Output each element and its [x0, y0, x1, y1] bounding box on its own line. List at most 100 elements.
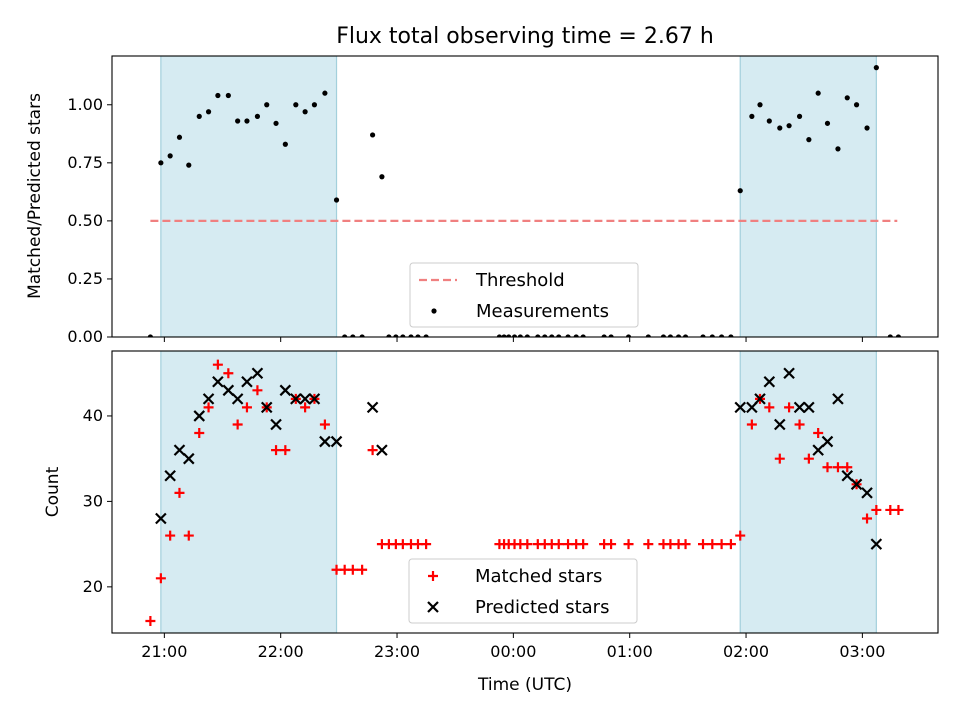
data-point	[203, 402, 214, 413]
data-point	[260, 401, 273, 414]
data-point	[282, 141, 288, 147]
data-point	[273, 120, 279, 126]
data-point	[369, 132, 376, 138]
legend: Threshold Measurements	[409, 262, 639, 328]
data-point	[193, 410, 206, 422]
y-tick-label: 0.00	[67, 327, 103, 346]
data-point	[746, 401, 758, 414]
x-tick-label: 01:00	[607, 642, 653, 661]
data-point	[241, 402, 252, 413]
data-point	[754, 393, 766, 405]
data-point	[319, 419, 330, 430]
data-point	[887, 334, 893, 337]
top-panel: 0.00 0.25 0.50 0.75 1.00 Threshold Measurement…	[67, 55, 939, 346]
legend-box	[409, 262, 639, 328]
legend-label: Measurements	[476, 301, 609, 322]
data-point	[719, 334, 725, 337]
top-y-axis-label: Matched/Predicted stars	[25, 93, 45, 299]
data-point	[844, 95, 850, 101]
axes-frame	[111, 350, 939, 634]
data-point	[606, 539, 617, 550]
data-point	[158, 160, 164, 166]
data-point	[173, 444, 186, 456]
y-tick-label: 30	[83, 491, 103, 510]
data-point	[322, 90, 328, 96]
data-point	[167, 153, 173, 159]
data-point	[784, 402, 795, 413]
data-point	[803, 401, 815, 414]
data-point	[716, 539, 727, 550]
data-point	[873, 65, 879, 71]
data-point	[415, 334, 421, 337]
data-point	[186, 162, 192, 168]
data-point	[302, 109, 308, 115]
data-point	[645, 334, 651, 337]
data-point	[393, 334, 399, 337]
legend-swatch	[428, 571, 438, 581]
data-point	[155, 573, 166, 584]
shaded-interval	[739, 351, 877, 633]
data-point	[735, 530, 746, 541]
x-tick-label: 03:00	[839, 642, 885, 661]
data-point	[212, 359, 223, 370]
data-point	[680, 539, 691, 550]
data-point	[308, 393, 321, 405]
data-point	[853, 102, 860, 108]
data-point	[496, 334, 503, 337]
legend-label: Predicted stars	[475, 597, 609, 618]
data-point	[893, 504, 904, 515]
data-point	[511, 334, 518, 337]
data-point	[359, 334, 365, 337]
data-point	[215, 92, 221, 99]
legend-label: Matched stars	[475, 566, 602, 587]
data-point	[682, 334, 689, 337]
data-point	[700, 334, 706, 337]
data-point	[232, 419, 243, 430]
data-point	[565, 334, 571, 337]
data-point	[573, 334, 579, 337]
data-point	[223, 368, 234, 379]
data-point	[176, 134, 183, 140]
legend-box	[408, 558, 638, 624]
y-tick-label: 0.50	[67, 211, 103, 230]
data-point	[300, 402, 311, 413]
data-point	[299, 393, 311, 405]
y-tick-label: 40	[83, 406, 103, 425]
data-point	[367, 445, 378, 456]
data-point	[165, 530, 176, 541]
data-point	[290, 393, 302, 405]
data-point	[763, 375, 776, 388]
data-point	[251, 367, 264, 379]
data-point	[667, 334, 674, 337]
x-tick-label: 00:00	[490, 642, 536, 661]
data-point	[225, 92, 231, 99]
data-point	[862, 513, 873, 524]
data-point	[205, 109, 212, 115]
data-point	[774, 418, 786, 431]
data-point	[241, 375, 253, 388]
data-point	[660, 334, 667, 337]
data-point	[556, 334, 562, 337]
data-point	[822, 462, 833, 473]
data-point	[549, 334, 555, 337]
y-tick-label: 0.25	[67, 269, 103, 288]
data-point	[803, 453, 814, 464]
data-point	[643, 539, 654, 550]
data-point	[815, 90, 821, 96]
data-point	[623, 539, 634, 550]
data-point	[737, 188, 743, 194]
data-point	[821, 435, 834, 448]
legend: Matched stars Predicted stars	[408, 558, 638, 624]
data-point	[196, 113, 202, 119]
legend-swatch	[431, 308, 437, 314]
data-point	[231, 393, 244, 405]
data-point	[746, 419, 757, 430]
data-point	[812, 444, 824, 456]
data-point	[264, 102, 270, 108]
data-point	[832, 462, 843, 473]
data-point	[183, 530, 194, 541]
x-tick-label: 02:00	[723, 642, 769, 661]
series-dot	[147, 65, 902, 337]
data-point	[400, 334, 406, 337]
